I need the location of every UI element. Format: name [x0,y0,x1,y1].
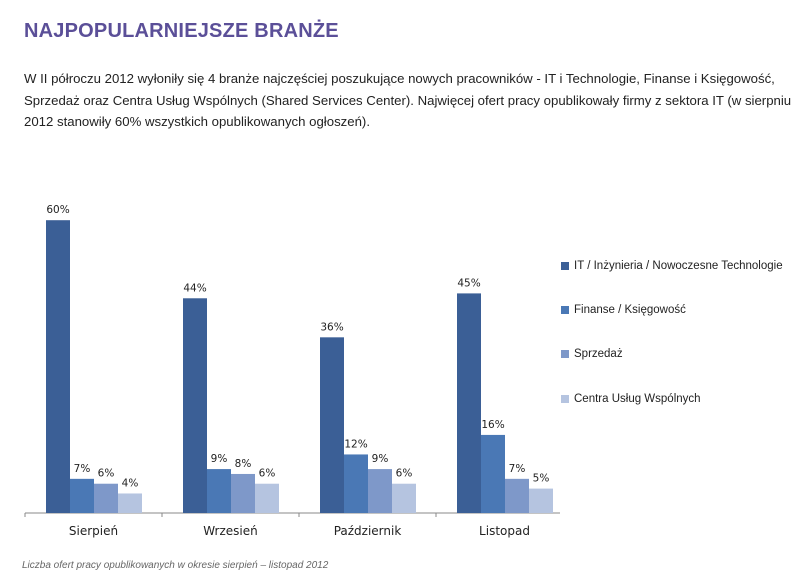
chart-caption: Liczba ofert pracy opublikowanych w okre… [22,560,329,571]
bar [94,483,118,513]
legend-label: Centra Usług Wspólnych [574,393,701,405]
legend-swatch [561,306,569,314]
data-label: 6% [259,468,276,480]
data-label: 8% [235,458,252,470]
page-title: NAJPOPULARNIEJSZE BRANŻE [24,20,339,42]
legend-swatch [561,395,569,403]
data-label: 4% [122,477,139,489]
x-tick-label: Listopad [479,524,530,538]
data-label: 60% [46,204,69,216]
bar [368,469,392,513]
data-label: 9% [372,453,389,465]
data-label: 7% [509,463,526,475]
bar [529,488,553,513]
legend-item: Sprzedaż [561,346,804,362]
bar [457,293,481,513]
legend-swatch [561,350,569,358]
bar [255,483,279,513]
bar [231,473,255,513]
bar [183,298,207,513]
legend-swatch [561,262,569,270]
bar [505,478,529,513]
legend-label: Finanse / Księgowość [574,304,686,316]
data-label: 6% [98,468,115,480]
bar [344,454,368,513]
bar [46,220,70,513]
x-tick-label: Sierpień [69,524,118,538]
bar [207,469,231,513]
data-label: 7% [74,463,91,475]
data-label: 45% [457,277,480,289]
x-tick-label: Październik [334,524,402,538]
intro-paragraph: W II półroczu 2012 wyłoniły się 4 branże… [24,71,792,129]
bar-chart: Sierpień 60% 7% 6% 4% Wrzesień 44% 9% 8% 6% Paździ… [24,204,560,538]
bar [392,483,416,513]
x-tick-label: Wrzesień [203,524,258,538]
data-label: 5% [533,473,550,485]
legend-label: Sprzedaż [574,348,623,360]
bar [320,337,344,513]
data-label: 44% [183,282,206,294]
legend-label: IT / Inżynieria / Nowoczesne Technologie [574,260,783,272]
data-label: 12% [344,438,367,450]
bar [70,478,94,513]
bar [118,493,142,513]
legend-item: Finanse / Księgowość [561,302,804,318]
legend-item: Centra Usług Wspólnych [561,391,804,407]
bar [481,434,505,513]
legend-item: IT / Inżynieria / Nowoczesne Technologie [561,258,804,274]
data-label: 16% [481,419,504,431]
data-label: 36% [320,321,343,333]
data-label: 9% [211,453,228,465]
data-label: 6% [396,468,413,480]
